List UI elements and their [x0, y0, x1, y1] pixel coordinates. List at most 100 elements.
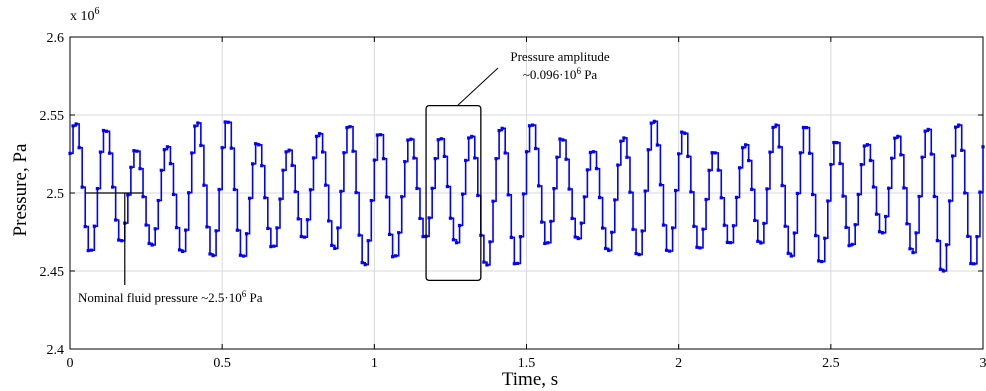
data-point [890, 156, 894, 160]
data-point [336, 226, 340, 230]
data-point [491, 199, 495, 203]
data-point [305, 218, 309, 222]
data-point [524, 150, 529, 154]
data-point [457, 223, 462, 228]
data-point [683, 131, 687, 135]
data-point [610, 230, 614, 234]
data-point [418, 216, 422, 221]
y-tick-label: 2.6 [47, 31, 65, 46]
data-point [871, 185, 876, 189]
data-point [832, 140, 836, 145]
data-point [400, 195, 404, 199]
data-point [740, 146, 745, 150]
data-point [104, 129, 109, 133]
data-point [862, 144, 866, 148]
data-point [71, 124, 75, 128]
data-point [756, 239, 760, 243]
data-point [884, 214, 888, 219]
y-multiplier: x 106 [70, 6, 100, 24]
data-point [649, 121, 653, 125]
ticks: 0 0.5 1 1.5 2 2.5 3 2.4 2.45 2.5 2.55 2.6 [40, 31, 986, 371]
data-point [451, 238, 456, 242]
data-point [576, 236, 580, 241]
data-point [661, 223, 666, 227]
data-point [220, 146, 224, 150]
data-point [354, 190, 358, 195]
data-point [330, 243, 334, 247]
data-point [804, 126, 809, 130]
data-point [235, 228, 239, 232]
data-point [597, 195, 602, 200]
data-point [324, 183, 328, 187]
data-point [865, 143, 869, 147]
data-point [284, 150, 288, 154]
data-point [546, 241, 550, 245]
data-point [978, 190, 982, 194]
data-point [689, 190, 693, 194]
data-point [107, 151, 112, 155]
data-point [269, 245, 273, 249]
y-tick-label: 2.5 [47, 187, 65, 202]
data-point [342, 151, 346, 155]
data-point [552, 186, 556, 191]
data-point [244, 232, 249, 236]
data-point [619, 139, 623, 143]
data-point [299, 234, 303, 239]
data-point [98, 150, 103, 154]
data-point [932, 194, 936, 199]
nominal-annotation: Nominal fluid pressure ~2.5·106 Pa [78, 289, 263, 305]
data-point [314, 134, 319, 138]
data-point [534, 146, 538, 151]
data-point [573, 235, 577, 239]
data-point [74, 122, 78, 126]
data-point [86, 248, 90, 253]
data-point [208, 252, 212, 256]
data-point [464, 158, 468, 163]
data-point [954, 125, 958, 129]
data-point [500, 126, 504, 130]
data-point [731, 224, 736, 228]
amplitude-value-exp: 6 [576, 66, 581, 76]
data-point [229, 146, 233, 150]
data-point [944, 243, 949, 247]
nominal-value-suffix: Pa [246, 290, 262, 305]
data-point [707, 168, 711, 172]
data-point [381, 157, 386, 161]
data-point [406, 138, 410, 142]
data-point [911, 251, 915, 255]
data-point [652, 119, 656, 123]
data-point [588, 150, 593, 155]
data-point [430, 186, 434, 190]
data-point [214, 229, 218, 233]
data-point [126, 193, 130, 197]
data-point [247, 196, 252, 200]
data-point [728, 241, 733, 245]
data-point [290, 163, 294, 168]
data-point [445, 184, 449, 189]
data-point [814, 233, 818, 238]
data-point [950, 154, 955, 158]
data-point [348, 125, 352, 129]
data-point [899, 153, 903, 157]
data-point [972, 262, 976, 266]
x-tick-label: 3 [980, 356, 986, 371]
x-tick-label: 1.5 [518, 356, 536, 371]
data-point [658, 183, 663, 187]
data-point [917, 194, 921, 199]
data-point [144, 223, 148, 227]
data-point [701, 227, 705, 231]
data-point [397, 231, 401, 235]
amplitude-leader-line [457, 67, 499, 107]
data-point [339, 189, 343, 193]
data-point [680, 130, 684, 134]
data-point [138, 167, 142, 171]
data-point [677, 152, 681, 156]
data-point [893, 136, 897, 140]
data-point [820, 259, 824, 264]
data-point [762, 221, 766, 225]
data-point [527, 124, 532, 128]
data-point [363, 262, 367, 267]
data-point [698, 246, 702, 250]
data-point [957, 123, 961, 127]
data-point [150, 243, 154, 247]
